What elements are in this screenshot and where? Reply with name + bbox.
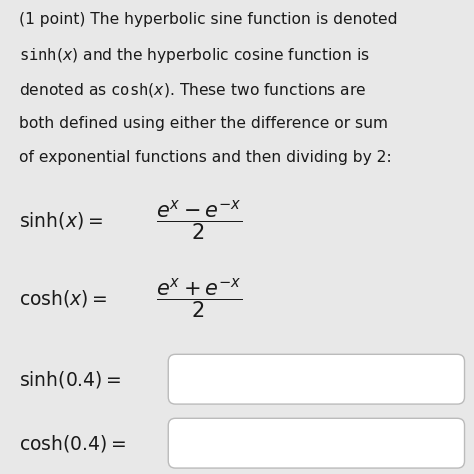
- Text: $\dfrac{e^{x} + e^{-x}}{2}$: $\dfrac{e^{x} + e^{-x}}{2}$: [156, 276, 242, 321]
- Text: $\mathtt{sinh}(x)$ and the hyperbolic cosine function is: $\mathtt{sinh}(x)$ and the hyperbolic co…: [19, 46, 370, 65]
- Text: $\mathrm{sinh}(0.4) =$: $\mathrm{sinh}(0.4) =$: [19, 369, 121, 390]
- Text: $\mathrm{cosh}(0.4) =$: $\mathrm{cosh}(0.4) =$: [19, 433, 126, 454]
- FancyBboxPatch shape: [168, 419, 465, 468]
- Text: $\dfrac{e^{x} - e^{-x}}{2}$: $\dfrac{e^{x} - e^{-x}}{2}$: [156, 198, 242, 243]
- Text: $\mathrm{cosh}(x) =$: $\mathrm{cosh}(x) =$: [19, 288, 108, 309]
- Text: both defined using either the difference or sum: both defined using either the difference…: [19, 116, 388, 131]
- Text: (1 point) The hyperbolic sine function is denoted: (1 point) The hyperbolic sine function i…: [19, 12, 398, 27]
- Text: denoted as $\mathtt{cosh}(x)$. These two functions are: denoted as $\mathtt{cosh}(x)$. These two…: [19, 81, 366, 99]
- Text: of exponential functions and then dividing by 2:: of exponential functions and then dividi…: [19, 150, 392, 165]
- FancyBboxPatch shape: [168, 355, 465, 404]
- Text: $\mathrm{sinh}(x) =$: $\mathrm{sinh}(x) =$: [19, 210, 103, 231]
